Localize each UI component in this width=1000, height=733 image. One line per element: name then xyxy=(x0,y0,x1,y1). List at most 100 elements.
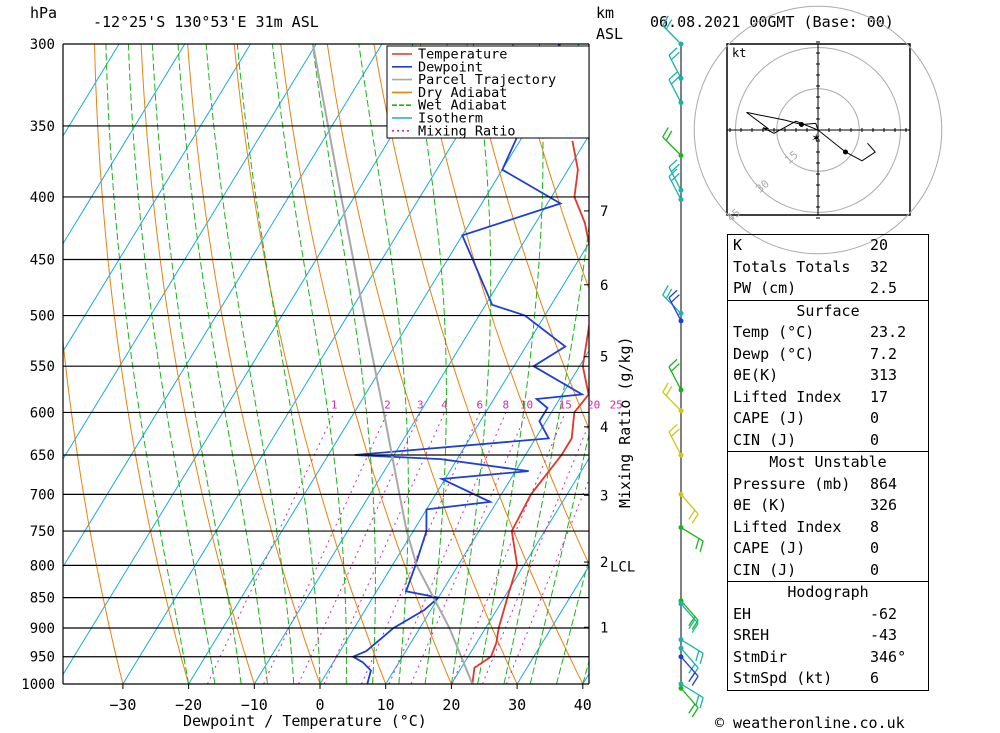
index-row: Temp (°C) 23.2 xyxy=(733,323,907,341)
isotherm-line xyxy=(516,565,589,684)
wind-barb-feather xyxy=(668,159,678,168)
pressure-tick-label: 750 xyxy=(30,524,55,540)
wind-barb-feather xyxy=(670,428,680,437)
mixing-ratio-line xyxy=(297,412,421,684)
wind-barb-staff xyxy=(668,79,682,103)
wind-barb-feather xyxy=(668,47,678,56)
location-title: -12°25'S 130°53'E 31m ASL xyxy=(93,13,319,31)
wind-barb-feather xyxy=(662,285,669,296)
mixing-ratio-line xyxy=(207,412,335,684)
index-row: Lifted Index 8 xyxy=(733,517,880,536)
mixing-ratio-label: 20 xyxy=(587,398,600,411)
x-tick-label: −30 xyxy=(109,696,136,714)
wind-barb-feather xyxy=(665,130,673,141)
pressure-tick-label: 600 xyxy=(30,405,55,421)
pressure-unit-label: hPa xyxy=(30,4,57,22)
mixing-ratio-line xyxy=(481,422,589,684)
indices-hodograph: Hodograph EH -62 SREH -43 StmDir 346° StmSp… xyxy=(728,581,928,690)
wind-barb-feather xyxy=(668,423,678,433)
section-title: Most Unstable xyxy=(769,453,887,471)
legend-label: Dry Adiabat xyxy=(418,85,507,101)
mixing-ratio-line xyxy=(410,412,527,684)
x-tick-label: 40 xyxy=(574,696,592,714)
pressure-tick-label: 350 xyxy=(30,119,55,135)
hodograph-point xyxy=(799,122,804,127)
km-tick-label: 6 xyxy=(600,278,608,294)
pressure-tick-label: 850 xyxy=(30,591,55,607)
pressure-tick-label: 450 xyxy=(30,253,55,269)
wind-barb-feather xyxy=(668,358,678,368)
index-row: K 20 xyxy=(733,236,889,254)
skewt-plot-area: 3003504004505005506006507007508008509009… xyxy=(21,37,1000,714)
wind-barb-staff xyxy=(680,656,699,677)
wind-barb-staff xyxy=(680,526,704,542)
dry-adiabat-line xyxy=(933,44,1000,684)
mixing-ratio-label: 4 xyxy=(441,398,448,411)
wind-barb-staff xyxy=(680,687,699,709)
mixing-ratio-label: 6 xyxy=(477,398,484,411)
wind-barb-column xyxy=(662,15,704,718)
indices-general: K 20 Totals Totals 32 PW (cm) 2.5 xyxy=(728,235,928,300)
mixing-ratio-line xyxy=(388,412,507,684)
wet-adiabat-line xyxy=(556,556,589,684)
dry-adiabat-line xyxy=(466,44,589,430)
pressure-tick-label: 800 xyxy=(30,558,55,574)
hodograph-ring xyxy=(693,5,943,255)
mixing-ratio-label: 3 xyxy=(417,398,424,411)
pressure-tick-label: 300 xyxy=(30,37,55,53)
wind-barb-feather xyxy=(668,168,678,177)
storm-motion-icon: ✶ xyxy=(812,130,821,146)
wind-barb-feather xyxy=(691,675,699,686)
pressure-tick-label: 900 xyxy=(30,621,55,637)
x-tick-label: 0 xyxy=(315,696,324,714)
mixing-ratio-label: 25 xyxy=(610,398,623,411)
wind-barb-staff xyxy=(668,366,682,391)
wind-barb-feather xyxy=(668,289,678,299)
wet-adiabat-line xyxy=(236,44,321,684)
wet-adiabat-line xyxy=(271,44,347,684)
mixing-ratio-line xyxy=(505,478,589,684)
wind-barb-staff xyxy=(668,431,682,456)
x-tick-label: −20 xyxy=(175,696,202,714)
wind-barb-staff xyxy=(680,600,699,621)
dewpoint-line xyxy=(351,44,585,684)
wind-barb-feather xyxy=(691,623,699,633)
km-tick-label: 2 xyxy=(600,555,608,571)
wind-barb-feather xyxy=(665,385,673,397)
legend-box xyxy=(386,45,590,139)
wet-adiabat-line xyxy=(411,44,447,684)
x-tick-label: 20 xyxy=(442,696,460,714)
dry-adiabat-line xyxy=(280,44,452,684)
datetime-title: 06.08.2021 00GMT (Base: 00) xyxy=(650,13,894,31)
isotherm-line xyxy=(188,44,580,684)
dry-adiabat-line xyxy=(233,44,387,684)
index-row: θE(K) 313 xyxy=(733,366,898,384)
wind-barb-feather xyxy=(691,707,699,718)
wet-adiabat-line xyxy=(450,44,492,684)
height-unit-asl-label: ASL xyxy=(596,25,623,43)
dry-adiabat-line xyxy=(373,44,584,684)
index-row: Lifted Index 17 xyxy=(733,387,889,406)
wet-adiabat-line xyxy=(312,44,376,684)
section-title: Surface xyxy=(796,301,860,320)
wind-barb-staff xyxy=(680,647,699,669)
hodograph-unit-label: kt xyxy=(732,46,746,60)
wind-barb-feather xyxy=(662,127,669,138)
wind-barb-feather xyxy=(670,363,680,372)
wind-barb-feather xyxy=(670,163,680,173)
index-row: PW (cm) 2.5 xyxy=(733,279,898,297)
dry-adiabat-line xyxy=(63,337,124,684)
legend-label: Wet Adiabat xyxy=(418,98,507,114)
wet-adiabat-line xyxy=(127,44,216,684)
temperature-line xyxy=(471,140,589,684)
isotherm-line xyxy=(450,457,589,684)
index-row: Totals Totals 32 xyxy=(733,257,889,276)
x-axis-title: Dewpoint / Temperature (°C) xyxy=(183,712,427,730)
km-tick-label: 3 xyxy=(600,488,608,504)
isotherm-line xyxy=(63,44,251,353)
isotherm-line xyxy=(122,44,514,684)
indices-most-unstable: Most Unstable Pressure (mb) 864 θE (K) 326… xyxy=(728,451,928,581)
legend-label: Dewpoint xyxy=(418,59,483,75)
wind-barb-staff xyxy=(662,136,682,156)
